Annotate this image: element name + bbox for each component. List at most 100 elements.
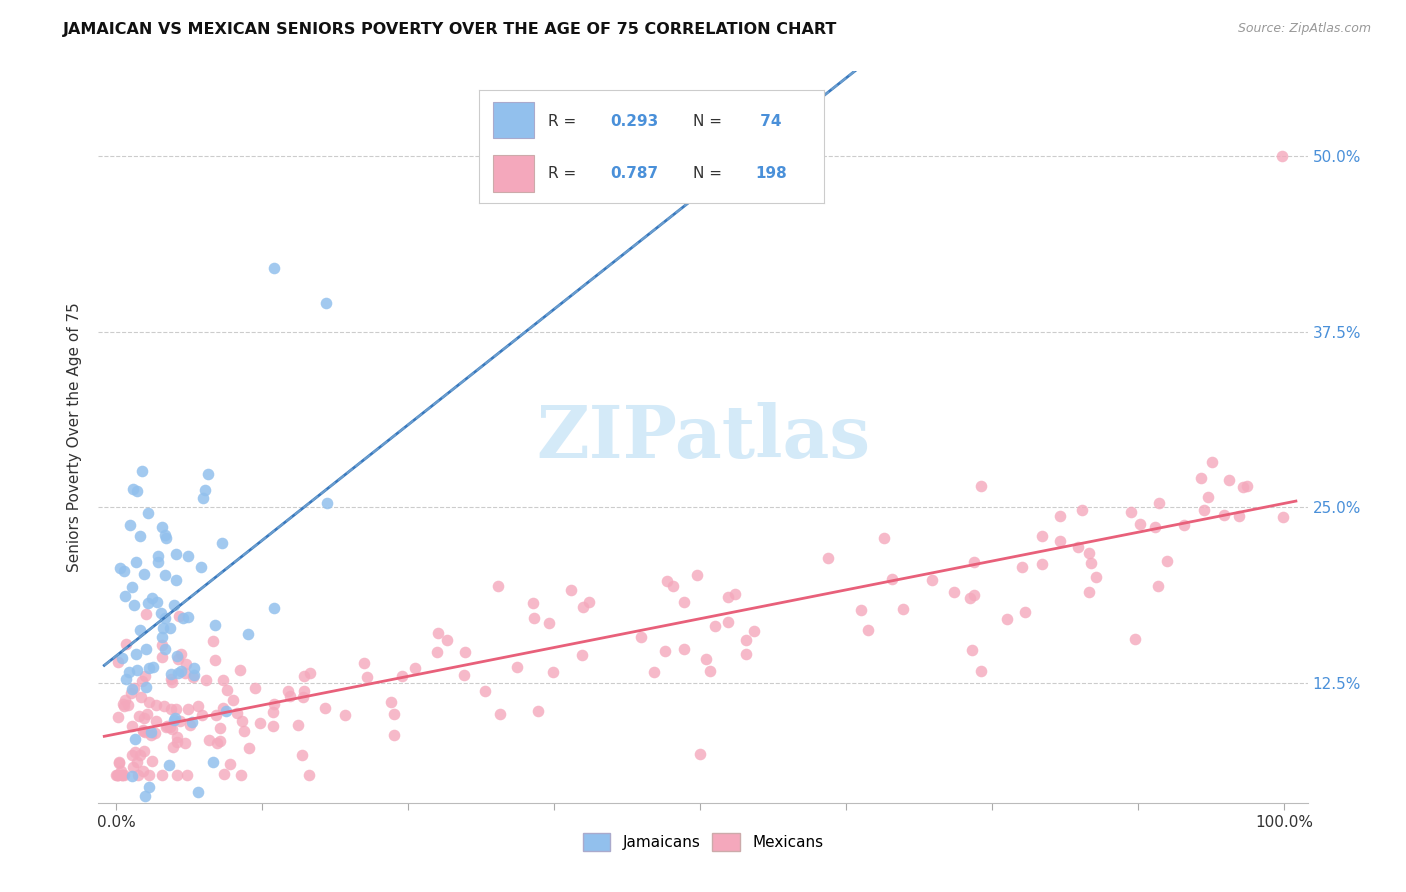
Point — [249, 716, 271, 731]
Point — [141, 591, 163, 605]
Point — [129, 690, 152, 704]
Point — [699, 664, 721, 678]
Point — [112, 564, 135, 578]
Point — [169, 665, 191, 679]
Point — [686, 567, 709, 582]
Point — [163, 599, 186, 613]
Point — [105, 767, 128, 781]
Point — [132, 744, 155, 758]
Point — [179, 717, 201, 731]
Point — [474, 684, 496, 698]
Point — [742, 624, 765, 638]
Point — [263, 261, 285, 276]
Point — [160, 672, 183, 686]
Point — [1213, 508, 1236, 522]
Point — [132, 724, 155, 739]
Legend: Jamaicans, Mexicans: Jamaicans, Mexicans — [576, 827, 830, 857]
Point — [1156, 554, 1178, 568]
Point — [231, 714, 253, 728]
Point — [298, 767, 321, 781]
Point — [138, 767, 160, 781]
Point — [1078, 585, 1101, 599]
Point — [120, 517, 142, 532]
Point — [703, 619, 725, 633]
Point — [155, 721, 177, 735]
Point — [156, 718, 179, 732]
Point — [630, 630, 652, 644]
Point — [893, 601, 915, 615]
Point — [142, 660, 165, 674]
Point — [404, 661, 426, 675]
Point — [858, 623, 880, 637]
Point — [298, 665, 321, 680]
Point — [163, 711, 186, 725]
Point — [141, 754, 163, 768]
Point — [212, 767, 235, 781]
Point — [134, 725, 156, 739]
Point — [124, 598, 146, 612]
Point — [150, 767, 173, 781]
Point — [263, 697, 285, 711]
Point — [121, 681, 143, 696]
Point — [153, 567, 176, 582]
Point — [672, 641, 695, 656]
Point — [155, 641, 177, 656]
Point — [124, 731, 146, 746]
Point — [970, 478, 993, 492]
Point — [177, 609, 200, 624]
Point — [124, 745, 146, 759]
Point — [382, 707, 405, 722]
Point — [114, 693, 136, 707]
Point — [166, 652, 188, 666]
Point — [427, 625, 450, 640]
Point — [150, 638, 173, 652]
Point — [112, 767, 135, 781]
Point — [146, 595, 169, 609]
Point — [160, 675, 183, 690]
Point — [176, 767, 198, 781]
Point — [165, 701, 187, 715]
Point — [314, 701, 336, 715]
Point — [176, 549, 198, 563]
Point — [110, 767, 132, 781]
Point — [121, 580, 143, 594]
Point — [135, 680, 157, 694]
Point — [1227, 509, 1250, 524]
Point — [262, 705, 284, 719]
Point — [157, 758, 180, 772]
Point — [204, 653, 226, 667]
Point — [1049, 534, 1071, 549]
Point — [734, 633, 756, 648]
Point — [166, 767, 188, 781]
Point — [110, 764, 132, 778]
Point — [153, 611, 176, 625]
Point — [120, 686, 142, 700]
Point — [1084, 570, 1107, 584]
Point — [163, 713, 186, 727]
Point — [817, 550, 839, 565]
Point — [159, 621, 181, 635]
Point — [287, 718, 309, 732]
Point — [190, 559, 212, 574]
Point — [141, 724, 163, 739]
Point — [108, 755, 131, 769]
Point — [214, 704, 236, 718]
Point — [143, 725, 166, 739]
Point — [125, 555, 148, 569]
Point — [129, 747, 152, 762]
Point — [1272, 510, 1295, 524]
Point — [166, 666, 188, 681]
Point — [135, 641, 157, 656]
Point — [121, 482, 143, 496]
Point — [108, 561, 131, 575]
Point — [724, 586, 747, 600]
Point — [131, 464, 153, 478]
Point — [183, 661, 205, 675]
Point — [115, 672, 138, 686]
Point — [166, 735, 188, 749]
Text: Source: ZipAtlas.com: Source: ZipAtlas.com — [1237, 22, 1371, 36]
Point — [560, 583, 582, 598]
Point — [962, 588, 984, 602]
Point — [578, 595, 600, 609]
Point — [454, 644, 477, 658]
